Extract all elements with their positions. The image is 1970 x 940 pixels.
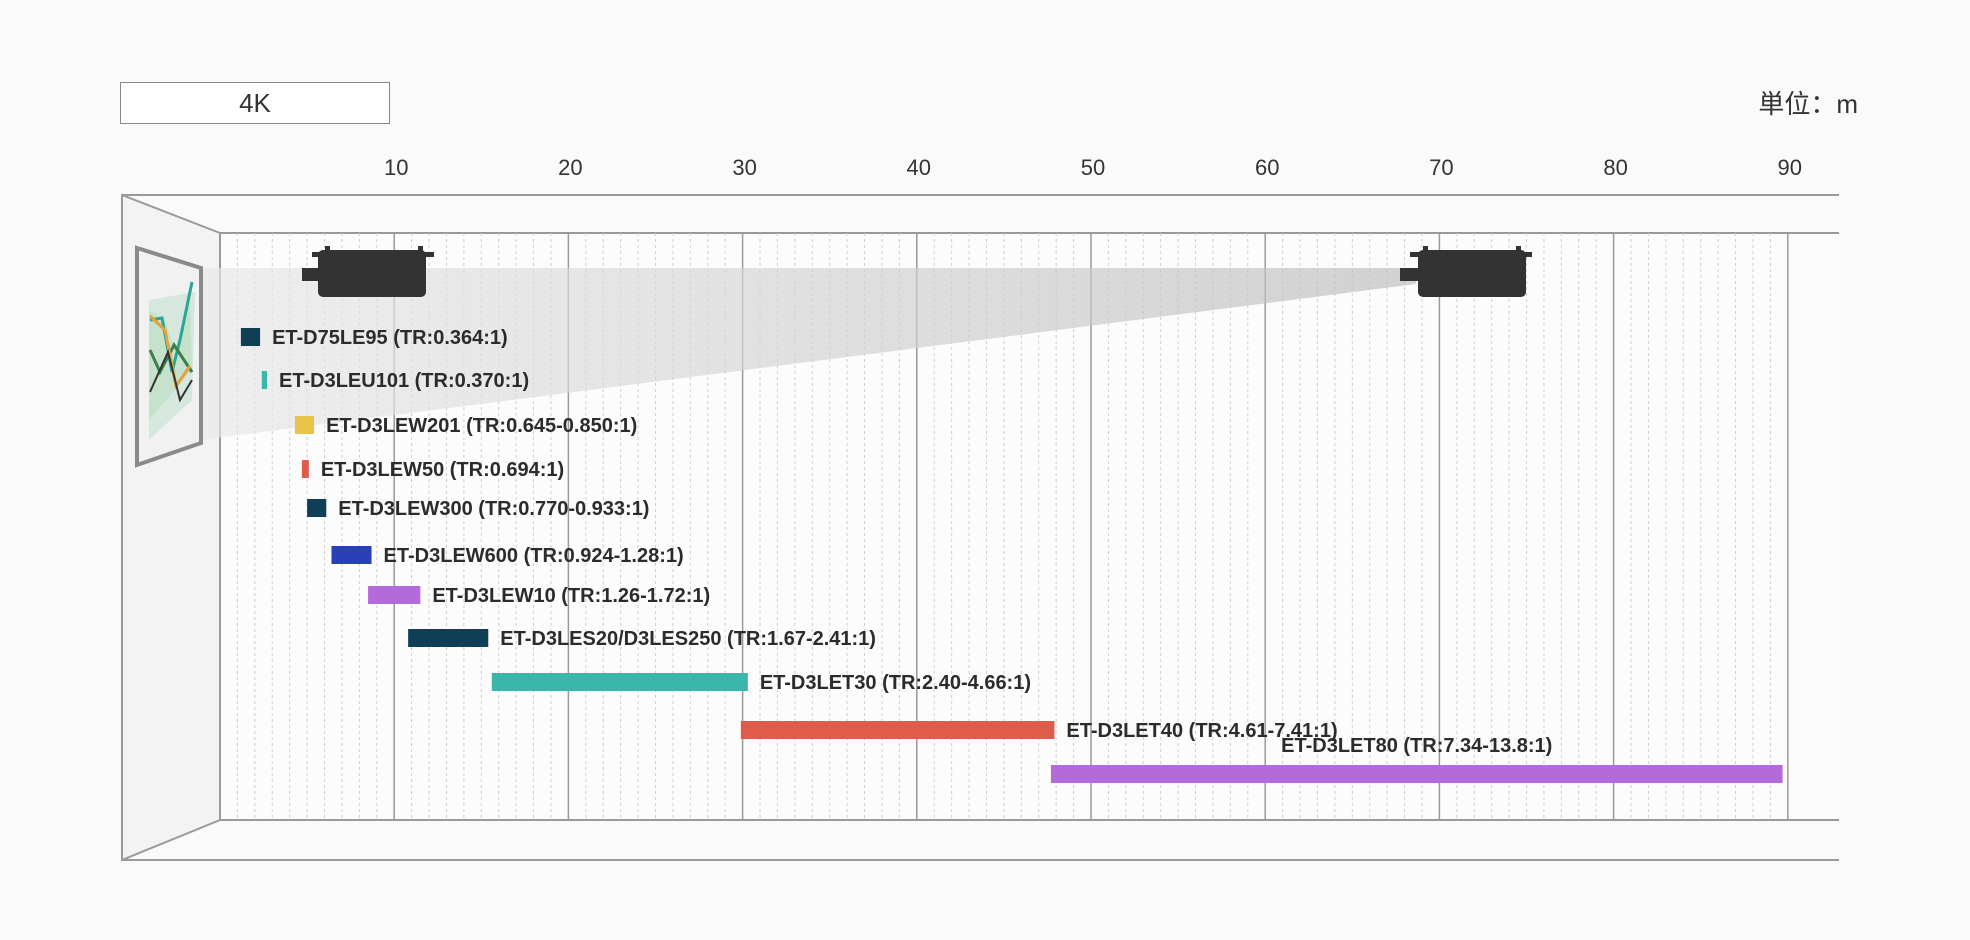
- x-tick-label: 40: [907, 155, 931, 180]
- x-axis-ticks: 10 20 30 40 50 60 70 80 90: [384, 155, 1802, 180]
- resolution-label: 4K: [120, 82, 390, 124]
- bar-label-0: ET-D75LE95 (TR:0.364:1): [272, 327, 508, 349]
- bar-series: ET-D75LE95 (TR:0.364:1) ET-D3LEU101 (TR:0…: [240, 327, 1783, 783]
- x-tick-label: 30: [732, 155, 756, 180]
- bar-label-7: ET-D3LES20/D3LES250 (TR:1.67-2.41:1): [500, 628, 876, 650]
- screen-icon: [135, 245, 203, 468]
- bar-label-3: ET-D3LEW50 (TR:0.694:1): [321, 459, 564, 481]
- x-tick-label: 50: [1081, 155, 1105, 180]
- bar-8: [491, 673, 748, 691]
- bar-label-10: ET-D3LET80 (TR:7.34-13.8:1): [1281, 735, 1552, 757]
- x-tick-label: 60: [1255, 155, 1279, 180]
- bar-2: [294, 416, 315, 434]
- bar-4: [307, 499, 327, 517]
- bar-label-2: ET-D3LEW201 (TR:0.645-0.850:1): [326, 415, 637, 437]
- bar-1: [261, 371, 268, 389]
- x-tick-label: 10: [384, 155, 408, 180]
- bar-label-6: ET-D3LEW10 (TR:1.26-1.72:1): [432, 585, 710, 607]
- x-tick-label: 70: [1429, 155, 1453, 180]
- projector-icon-near: [302, 246, 434, 297]
- bar-6: [368, 586, 421, 604]
- bar-label-4: ET-D3LEW300 (TR:0.770-0.933:1): [338, 498, 649, 520]
- x-tick-label: 20: [558, 155, 582, 180]
- bar-0: [240, 328, 261, 346]
- bar-label-1: ET-D3LEU101 (TR:0.370:1): [279, 370, 529, 392]
- projection-beam: [200, 268, 1416, 440]
- bar-3: [301, 460, 309, 478]
- projector-icon-far: [1400, 246, 1532, 297]
- bar-7: [408, 629, 489, 647]
- x-tick-label: 80: [1603, 155, 1627, 180]
- bar-label-9: ET-D3LET40 (TR:4.61-7.41:1): [1066, 720, 1337, 742]
- bar-5: [331, 546, 372, 564]
- x-tick-label: 90: [1778, 155, 1802, 180]
- bar-10: [1050, 765, 1783, 783]
- unit-label: 単位：m: [1758, 89, 1858, 119]
- bar-label-8: ET-D3LET30 (TR:2.40-4.66:1): [760, 672, 1031, 694]
- bar-9: [740, 721, 1055, 739]
- bar-label-5: ET-D3LEW600 (TR:0.924-1.28:1): [384, 545, 684, 567]
